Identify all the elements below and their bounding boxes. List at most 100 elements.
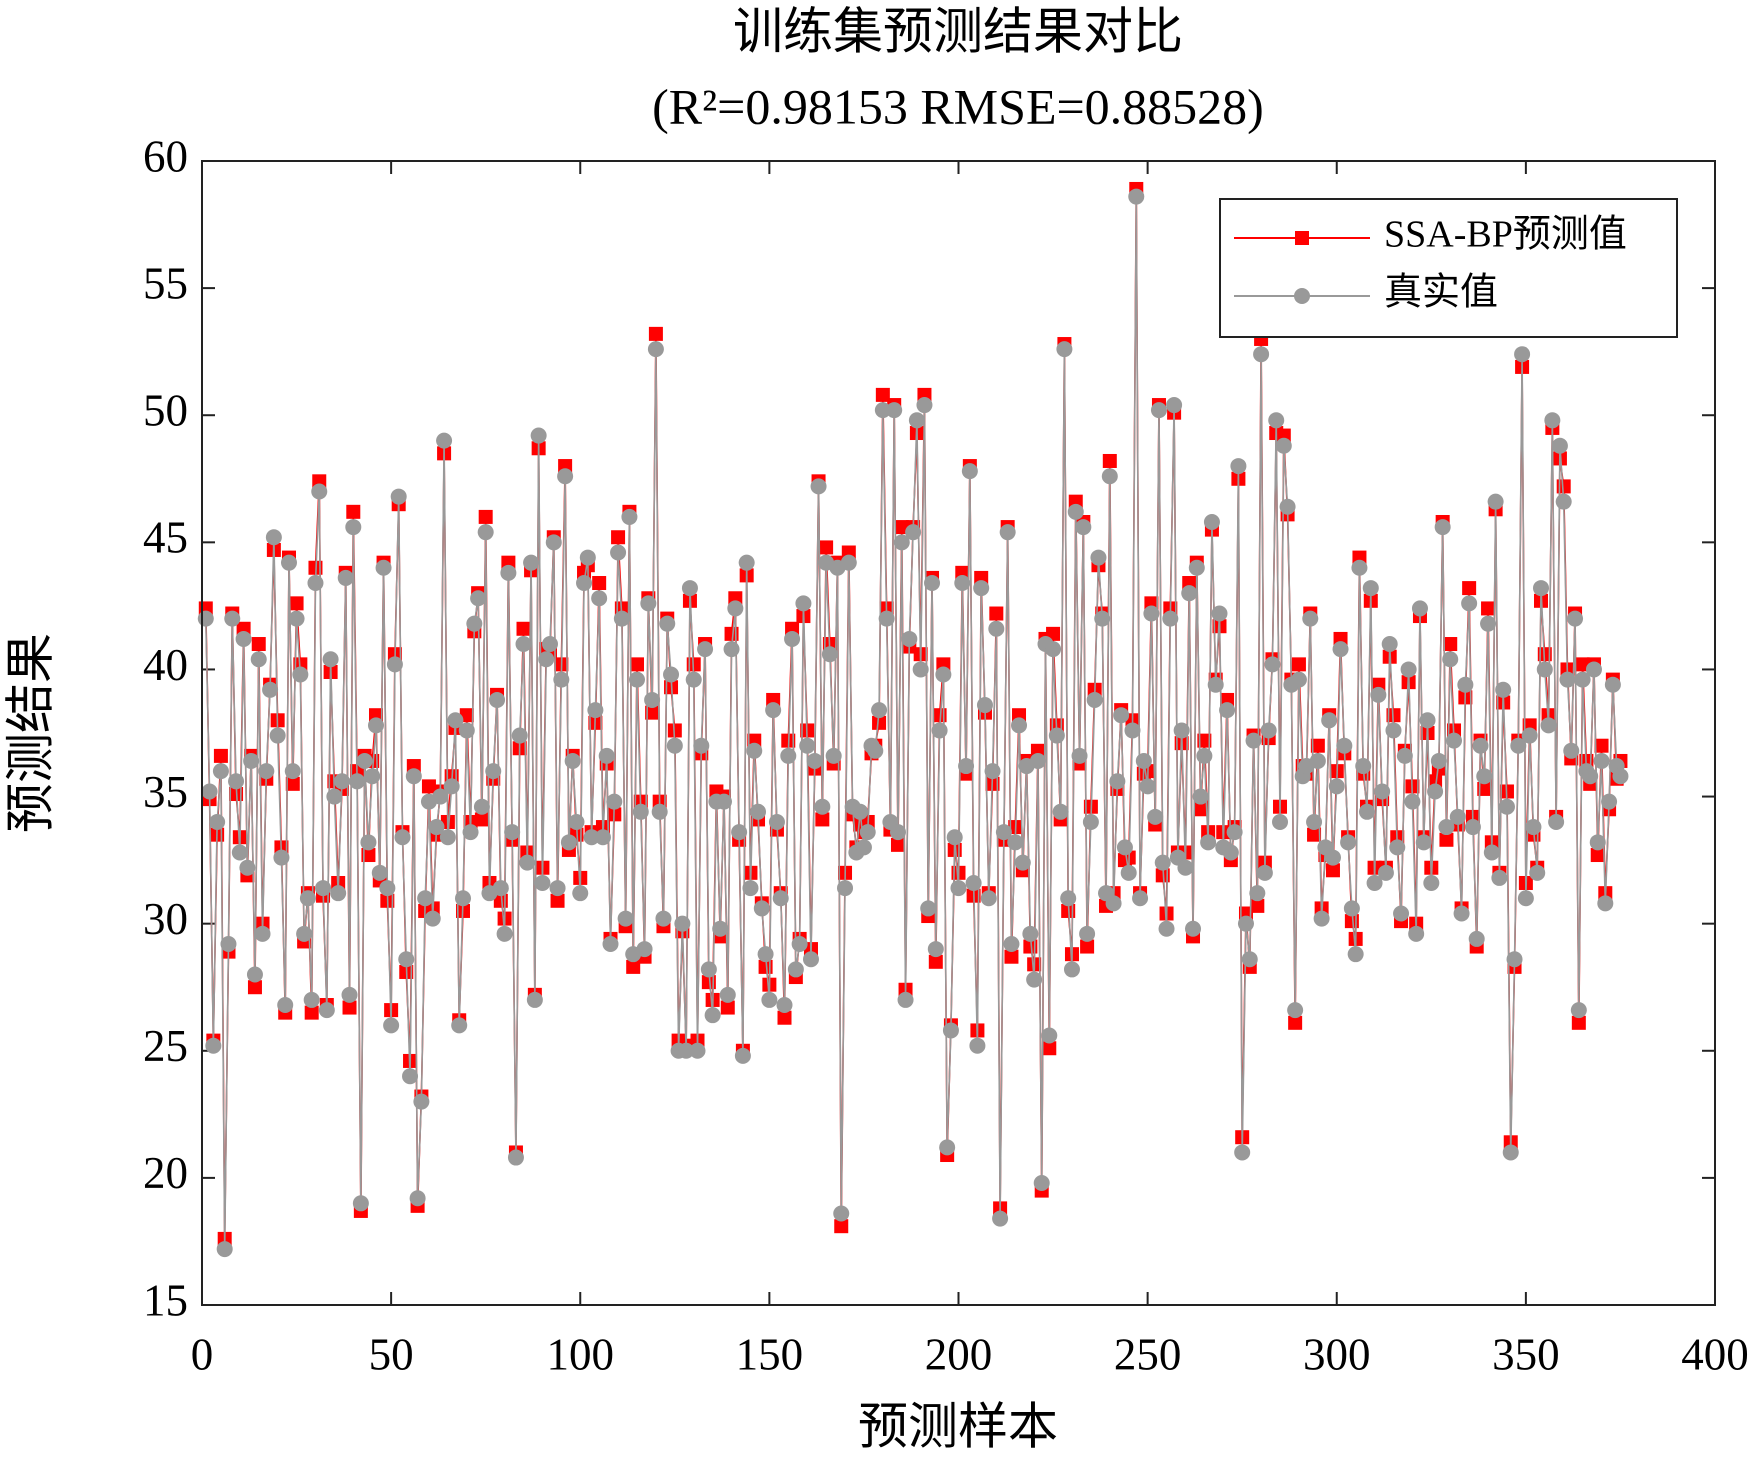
data-point <box>1052 803 1069 820</box>
data-point <box>980 890 997 907</box>
data-point <box>1249 885 1266 902</box>
data-point <box>678 1042 695 1059</box>
data-point <box>874 402 891 419</box>
data-point <box>1449 808 1466 825</box>
data-point <box>912 661 929 678</box>
data-point <box>1498 798 1515 815</box>
data-point <box>1237 915 1254 932</box>
data-point <box>701 975 716 990</box>
data-point <box>1381 636 1398 653</box>
data-point <box>1203 513 1220 530</box>
data-point <box>447 712 464 729</box>
data-point <box>893 534 910 551</box>
data-point <box>360 834 377 851</box>
data-point <box>1385 722 1402 739</box>
data-point <box>1060 890 1077 907</box>
data-point <box>504 824 521 841</box>
data-point <box>424 910 441 927</box>
data-point <box>928 954 943 969</box>
data-point <box>1443 637 1458 652</box>
data-point <box>1601 793 1618 810</box>
data-point <box>723 641 740 658</box>
data-point <box>478 509 493 524</box>
data-point <box>1162 610 1179 627</box>
chart-title: 训练集预测结果对比 <box>733 3 1183 59</box>
data-point <box>1446 732 1463 749</box>
data-point <box>285 776 300 791</box>
data-point <box>989 606 1004 621</box>
data-point <box>697 641 714 658</box>
data-point <box>995 824 1012 841</box>
data-point <box>784 630 801 647</box>
data-point <box>720 1000 735 1015</box>
data-point <box>1253 346 1270 363</box>
data-point <box>859 824 876 841</box>
data-point <box>1366 874 1383 891</box>
data-point <box>541 636 558 653</box>
data-point <box>1597 895 1614 912</box>
x-tick-label: 0 <box>191 1329 214 1379</box>
legend-label: 真实值 <box>1384 272 1498 314</box>
data-point <box>560 834 577 851</box>
data-point <box>1612 768 1629 785</box>
data-point <box>648 326 663 341</box>
data-point <box>1048 727 1065 744</box>
data-point <box>1011 717 1028 734</box>
data-point <box>1022 925 1039 942</box>
data-point <box>1477 781 1492 796</box>
data-point <box>1128 188 1145 205</box>
data-point <box>1113 707 1130 724</box>
data-point <box>1533 580 1550 597</box>
data-point <box>201 783 218 800</box>
data-point <box>1120 864 1137 881</box>
data-point <box>894 520 909 535</box>
data-point <box>1306 813 1323 830</box>
data-point <box>213 748 228 763</box>
data-point <box>197 610 214 627</box>
y-tick-label: 35 <box>143 767 188 817</box>
data-point <box>1359 803 1376 820</box>
data-point <box>1321 712 1338 729</box>
data-point <box>621 508 638 525</box>
data-point <box>337 569 354 586</box>
data-point <box>647 341 664 358</box>
data-point <box>526 991 543 1008</box>
data-point <box>1483 844 1500 861</box>
data-point <box>1396 747 1413 764</box>
data-point <box>451 1017 468 1034</box>
data-point <box>265 529 282 546</box>
data-point <box>1173 722 1190 739</box>
data-point <box>976 697 993 714</box>
data-point <box>496 925 513 942</box>
data-point <box>205 1037 222 1054</box>
data-point <box>557 468 574 485</box>
data-point <box>629 657 644 672</box>
data-point <box>345 519 362 536</box>
data-point <box>950 880 967 897</box>
data-point <box>1080 939 1095 954</box>
data-point <box>1570 1002 1587 1019</box>
data-point <box>663 666 680 683</box>
data-point <box>519 854 536 871</box>
data-point <box>1502 1144 1519 1161</box>
data-point <box>757 946 774 963</box>
data-point <box>651 803 668 820</box>
data-point <box>1063 961 1080 978</box>
data-point <box>1193 802 1208 817</box>
data-point <box>1464 819 1481 836</box>
data-point <box>432 788 449 805</box>
data-point <box>636 941 653 958</box>
data-point <box>901 630 918 647</box>
data-point <box>946 829 963 846</box>
data-point <box>999 524 1016 541</box>
data-point <box>1567 610 1584 627</box>
data-point <box>534 874 551 891</box>
data-point <box>390 488 407 505</box>
data-point <box>1124 722 1141 739</box>
data-point <box>1207 676 1224 693</box>
data-point <box>1559 671 1576 688</box>
data-point <box>247 980 262 995</box>
data-point <box>731 824 748 841</box>
data-point <box>591 590 608 607</box>
data-point <box>1234 1144 1251 1161</box>
